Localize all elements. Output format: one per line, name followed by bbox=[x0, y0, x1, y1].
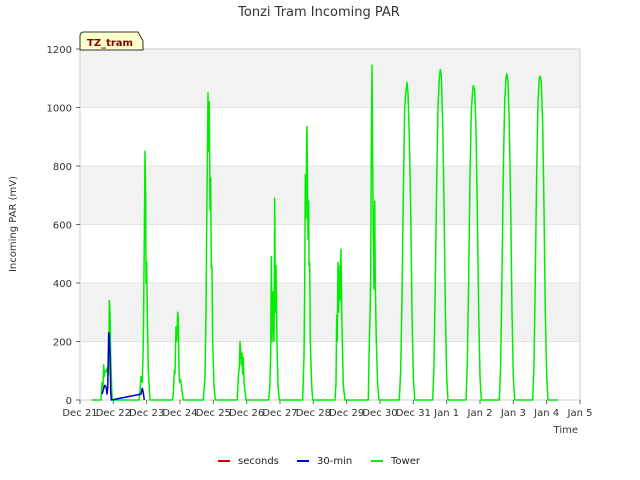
legend-label: Tower bbox=[390, 456, 421, 467]
y-axis: 0 200 400 600 800 1000 1200 bbox=[47, 45, 80, 407]
site-badge-label: TZ_tram bbox=[87, 38, 133, 49]
x-tick-label: Dec 29 bbox=[329, 408, 364, 419]
y-tick-label: 200 bbox=[53, 338, 72, 349]
y-tick-label: 0 bbox=[66, 396, 72, 407]
x-tick-label: Dec 24 bbox=[162, 408, 197, 419]
site-badge-box bbox=[79, 31, 144, 51]
legend-label: 30-min bbox=[317, 456, 352, 467]
x-tick-label: Jan 3 bbox=[500, 408, 526, 419]
series-line-tower bbox=[91, 64, 559, 401]
x-tick-label: Dec 27 bbox=[262, 408, 297, 419]
y-tick-label: 600 bbox=[53, 221, 72, 232]
x-tick-label: Jan 5 bbox=[567, 408, 593, 419]
series-line-30-min bbox=[101, 331, 146, 401]
x-tick-label: Dec 23 bbox=[129, 408, 164, 419]
x-tick-label: Jan 4 bbox=[533, 408, 559, 419]
x-tick-label: Dec 22 bbox=[96, 408, 131, 419]
legend: seconds 30-min Tower bbox=[218, 456, 421, 467]
x-tick-label: Dec 30 bbox=[362, 408, 397, 419]
y-tick-label: 1000 bbox=[47, 104, 72, 115]
plot-band bbox=[80, 283, 580, 342]
chart-title: Tonzi Tram Incoming PAR bbox=[237, 5, 400, 20]
legend-label: seconds bbox=[238, 456, 279, 467]
x-tick-label: Jan 2 bbox=[467, 408, 493, 419]
x-tick-label: Jan 1 bbox=[433, 408, 459, 419]
y-tick-label: 1200 bbox=[47, 45, 72, 56]
x-tick-label: Dec 31 bbox=[396, 408, 431, 419]
x-tick-label: Dec 26 bbox=[229, 408, 264, 419]
x-tick-label: Dec 28 bbox=[296, 408, 331, 419]
y-tick-label: 800 bbox=[53, 162, 72, 173]
plot-band bbox=[80, 49, 580, 108]
y-tick-label: 400 bbox=[53, 279, 72, 290]
site-badge: TZ_tram bbox=[79, 31, 144, 51]
y-axis-title: Incoming PAR (mV) bbox=[8, 176, 19, 272]
series-layer bbox=[91, 64, 559, 401]
plot-band bbox=[80, 166, 580, 225]
x-axis-title: Time bbox=[553, 425, 578, 436]
x-tick-label: Dec 21 bbox=[62, 408, 97, 419]
x-tick-label: Dec 25 bbox=[196, 408, 231, 419]
